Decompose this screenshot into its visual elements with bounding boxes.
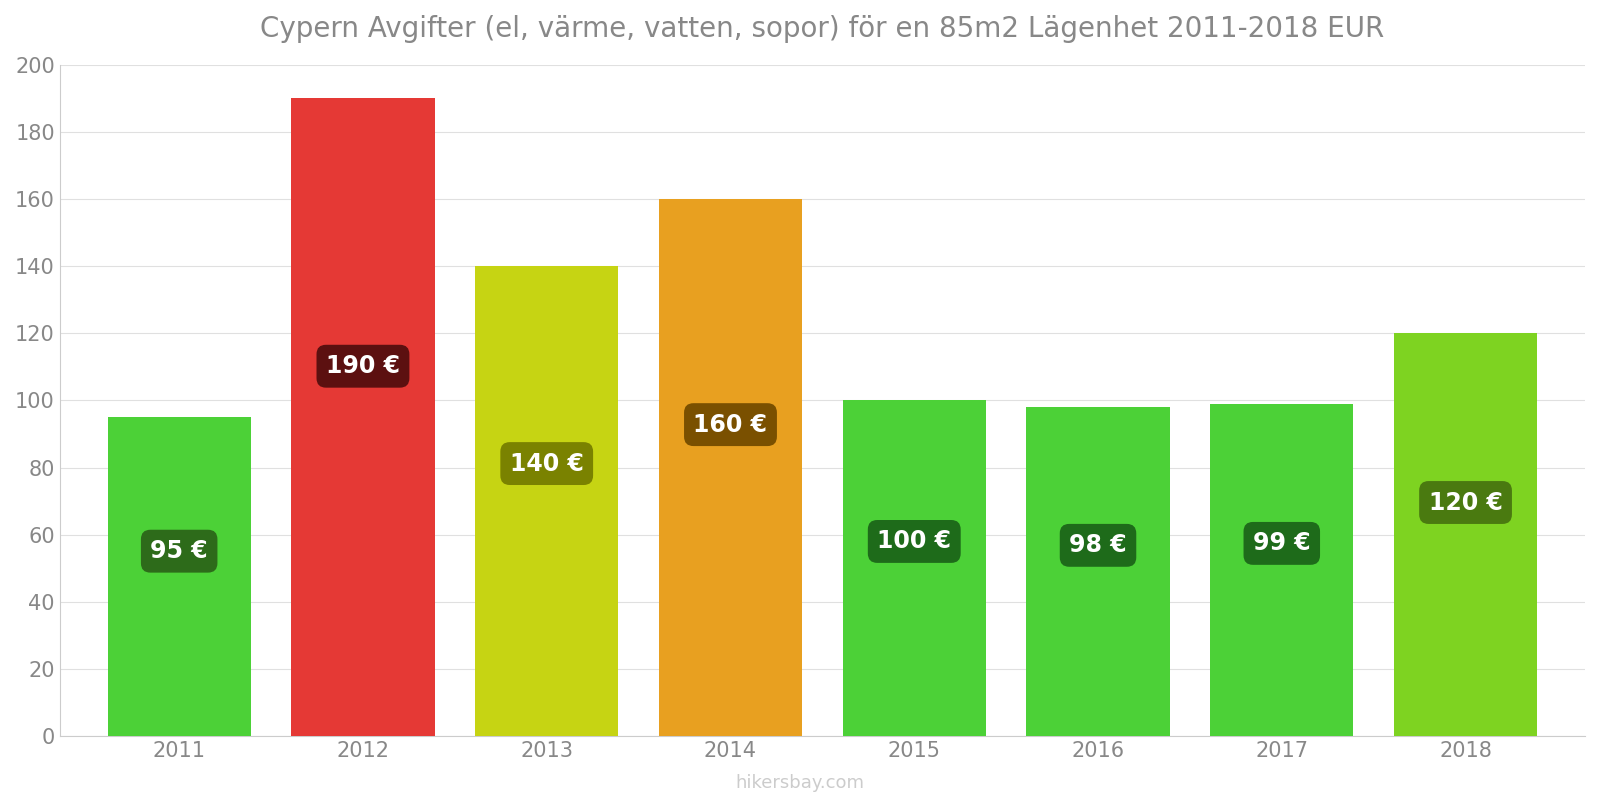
Title: Cypern Avgifter (el, värme, vatten, sopor) för en 85m2 Lägenhet 2011-2018 EUR: Cypern Avgifter (el, värme, vatten, sopo… (261, 15, 1384, 43)
Text: 120 €: 120 € (1429, 490, 1502, 514)
Text: 140 €: 140 € (510, 451, 584, 475)
Text: 99 €: 99 € (1253, 531, 1310, 555)
Bar (1210, 404, 1354, 736)
Bar (659, 199, 802, 736)
Bar (291, 98, 435, 736)
Text: 95 €: 95 € (150, 539, 208, 563)
Text: 160 €: 160 € (693, 413, 768, 437)
Text: 100 €: 100 € (877, 530, 952, 554)
Bar (843, 401, 986, 736)
Text: 190 €: 190 € (326, 354, 400, 378)
Bar (107, 418, 251, 736)
Text: hikersbay.com: hikersbay.com (736, 774, 864, 792)
Bar (1026, 407, 1170, 736)
Bar (475, 266, 618, 736)
Text: 98 €: 98 € (1069, 534, 1126, 558)
Bar (1394, 334, 1538, 736)
